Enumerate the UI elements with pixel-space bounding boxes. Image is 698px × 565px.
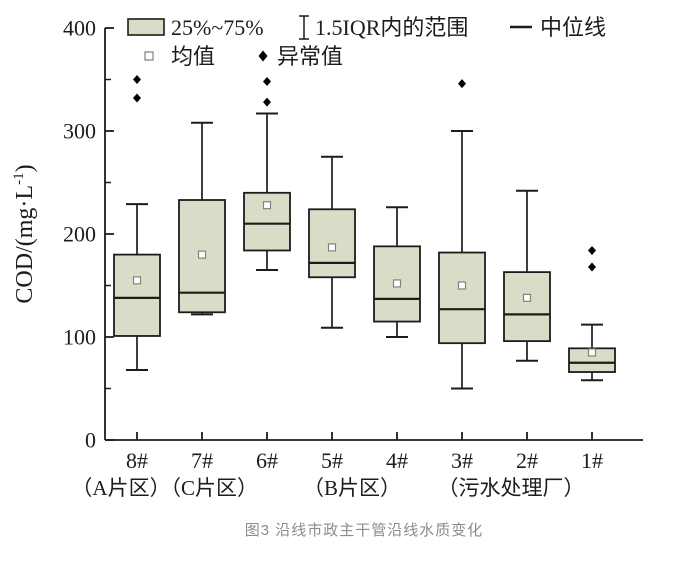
outlier-marker xyxy=(263,77,271,87)
outlier-marker xyxy=(588,262,596,272)
x-category-label: 7# xyxy=(191,448,213,473)
legend-label-mean: 均值 xyxy=(171,44,215,69)
box-7# xyxy=(178,121,226,316)
iqr-box xyxy=(568,347,616,373)
outlier-marker xyxy=(133,75,141,84)
iqr-box xyxy=(503,271,551,343)
x-category-label: 5# xyxy=(321,448,343,473)
iqr-box xyxy=(308,208,356,279)
x-category-label: 4# xyxy=(386,448,408,473)
box-5# xyxy=(308,155,356,329)
outlier-marker xyxy=(133,93,141,103)
box-4# xyxy=(373,206,421,338)
mean-marker xyxy=(262,201,272,210)
x-category-label: 2# xyxy=(516,448,538,473)
boxplot-chart: 0 100 200 300 400 COD/(mg·L-1) 8# 7# 6# 5# 4# 3# 2# 1… xyxy=(11,15,643,500)
box-2# xyxy=(503,189,551,362)
y-tick-label: 100 xyxy=(63,325,96,350)
x-group-label: （A片区） xyxy=(71,476,170,500)
mean-marker xyxy=(392,279,402,288)
x-group-label: （C片区） xyxy=(160,476,258,500)
legend-mean-square-icon xyxy=(144,51,154,61)
outlier-marker xyxy=(263,97,271,107)
x-group-label: （污水处理厂） xyxy=(438,476,585,500)
legend-outlier-diamond-icon xyxy=(258,50,268,62)
chart-area: 0 100 200 300 400 COD/(mg·L-1) 8# 7# 6# 5# 4# 3# 2# 1… xyxy=(11,15,643,500)
x-category-label: 3# xyxy=(451,448,473,473)
legend-label-median: 中位线 xyxy=(540,15,606,40)
y-tick-label: 400 xyxy=(63,16,96,41)
legend-label-outlier: 异常值 xyxy=(277,44,343,69)
x-category-label: 8# xyxy=(126,448,148,473)
y-tick-label: 0 xyxy=(85,428,96,453)
iqr-box xyxy=(243,191,291,252)
mean-marker xyxy=(327,243,337,252)
mean-marker xyxy=(457,281,467,290)
mean-marker xyxy=(197,250,207,259)
box-3# xyxy=(438,79,486,390)
outlier-marker xyxy=(588,245,596,255)
box-8# xyxy=(113,75,161,371)
x-category-label: 6# xyxy=(256,448,278,473)
box-6# xyxy=(243,77,291,272)
iqr-box xyxy=(113,253,161,337)
iqr-box xyxy=(438,251,486,345)
mean-marker xyxy=(132,276,142,285)
figure-caption: 图3 沿线市政主干管沿线水质变化 xyxy=(244,522,484,539)
legend-box-swatch-icon xyxy=(127,18,165,36)
box-1# xyxy=(568,245,616,382)
mean-marker xyxy=(587,348,597,357)
x-category-label: 1# xyxy=(581,448,603,473)
outlier-marker xyxy=(458,79,466,89)
x-group-label: （B片区） xyxy=(303,476,401,500)
mean-marker xyxy=(522,293,532,302)
legend-label-iqr-range: 1.5IQR内的范围 xyxy=(315,15,468,40)
y-tick-label: 300 xyxy=(63,119,96,144)
legend-label-box-range: 25%~75% xyxy=(171,15,264,40)
y-tick-label: 200 xyxy=(63,222,96,247)
y-axis-title: COD/(mg·L-1) xyxy=(11,164,38,303)
